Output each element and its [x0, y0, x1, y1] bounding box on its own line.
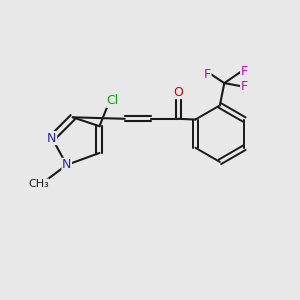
- Text: N: N: [62, 158, 71, 171]
- Text: CH₃: CH₃: [28, 179, 49, 189]
- Text: O: O: [173, 85, 183, 98]
- Text: F: F: [241, 65, 248, 78]
- Text: F: F: [204, 68, 211, 81]
- Text: N: N: [47, 132, 57, 145]
- Text: Cl: Cl: [107, 94, 119, 107]
- Text: F: F: [241, 80, 248, 93]
